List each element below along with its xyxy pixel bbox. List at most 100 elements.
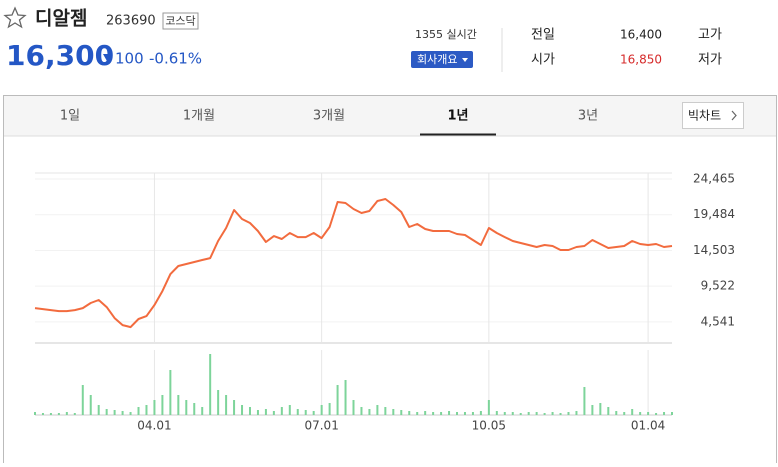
- volume-bar: [312, 411, 315, 415]
- volume-bar: [575, 411, 578, 415]
- volume-bar: [49, 413, 52, 415]
- tab[interactable]: 3개월: [313, 109, 345, 124]
- volume-bar: [535, 412, 538, 415]
- volume-bar: [233, 400, 236, 415]
- chart-panel: [3, 95, 777, 467]
- volume-bar: [288, 405, 291, 415]
- market-label: 코스닥: [165, 15, 195, 28]
- volume-bar: [615, 411, 618, 415]
- summary-label: 시가: [531, 53, 555, 68]
- volume-bar: [320, 405, 323, 415]
- volume-bar: [81, 385, 84, 415]
- volume-bar: [89, 395, 92, 415]
- volume-bar: [463, 412, 466, 415]
- volume-bar: [296, 409, 299, 415]
- volume-bar: [432, 412, 435, 415]
- volume-bar: [495, 411, 498, 415]
- volume-bar: [73, 413, 76, 415]
- x-tick-label: 04.01: [137, 419, 171, 433]
- volume-bar: [137, 407, 140, 415]
- market-badge: [162, 12, 199, 30]
- volume-bar: [41, 413, 44, 415]
- company-button[interactable]: [411, 51, 473, 68]
- volume-bar: [623, 412, 626, 415]
- volume-bar: [153, 400, 156, 415]
- volume-bar: [392, 409, 395, 415]
- volume-bar: [248, 407, 251, 415]
- y-tick-label: 4,541: [701, 314, 735, 328]
- volume-bar: [655, 413, 658, 415]
- volume-bar: [272, 411, 275, 415]
- volume-bar: [65, 412, 68, 415]
- tab-bar: [4, 96, 776, 136]
- volume-bar: [34, 412, 36, 415]
- big-chart-button[interactable]: [682, 102, 744, 129]
- volume-bar: [503, 412, 506, 415]
- volume-bar: [97, 405, 100, 415]
- summary-label: 전일: [531, 28, 555, 43]
- volume-bar: [376, 405, 379, 415]
- volume-bar: [567, 412, 570, 415]
- volume-bar: [169, 370, 172, 415]
- volume-bar: [241, 405, 244, 415]
- volume-bar: [424, 411, 427, 415]
- volume-bar: [471, 412, 474, 415]
- summary-label: 고가: [698, 28, 722, 43]
- stock-code: 263690: [106, 14, 156, 29]
- x-tick-label: 07.01: [304, 419, 338, 433]
- favorite-star[interactable]: [3, 6, 27, 29]
- volume-bar: [416, 412, 419, 415]
- volume-bar: [487, 400, 490, 415]
- down-arrow: [103, 54, 112, 62]
- volume-bar: [336, 385, 339, 415]
- volume-bar: [519, 413, 522, 415]
- volume-bar: [559, 413, 562, 415]
- volume-bar: [177, 395, 180, 415]
- volume-bar: [631, 409, 634, 415]
- volume-bar: [448, 411, 451, 415]
- company-button-label: 회사개요: [417, 53, 457, 66]
- tab[interactable]: 1년: [447, 109, 468, 124]
- change-rate: -0.61%: [149, 50, 202, 68]
- volume-bar: [161, 395, 164, 415]
- volume-bar: [328, 403, 331, 415]
- summary-value: 16,400: [620, 28, 662, 42]
- summary-label: 저가: [698, 53, 722, 68]
- volume-bar: [57, 413, 60, 415]
- summary-value: 16,850: [620, 53, 662, 67]
- y-tick-label: 14,503: [693, 243, 735, 257]
- tab[interactable]: 3년: [578, 109, 598, 124]
- volume-bar: [217, 390, 220, 415]
- volume-bar: [344, 380, 347, 415]
- volume-bar: [201, 407, 204, 415]
- volume-bar: [185, 400, 188, 415]
- volume-bar: [639, 412, 642, 415]
- volume-bar: [583, 387, 586, 415]
- price-line: [34, 198, 673, 329]
- volume-bar: [209, 354, 212, 415]
- volume-bar: [368, 409, 371, 415]
- volume-bar: [360, 407, 363, 415]
- x-tick-label: 01.04: [631, 419, 665, 433]
- tab[interactable]: 1개월: [183, 109, 215, 124]
- volume-bar: [647, 412, 650, 415]
- x-tick-label: 10.05: [472, 419, 506, 433]
- volume-bar: [193, 403, 196, 415]
- volume-bar: [408, 411, 411, 415]
- volume-bar: [304, 410, 307, 415]
- volume-bar: [663, 412, 666, 415]
- volume-bar: [456, 412, 459, 415]
- tab[interactable]: 1일: [60, 109, 80, 124]
- volume-bar: [671, 412, 673, 415]
- y-tick-label: 9,522: [701, 279, 735, 293]
- volume-bar: [607, 407, 610, 415]
- y-tick-label: 24,465: [693, 171, 735, 185]
- volume-bar: [400, 410, 403, 415]
- volume-bar: [121, 411, 124, 415]
- change: 100: [115, 50, 144, 68]
- volume-bar: [543, 413, 546, 415]
- big-chart-label: 빅차트: [688, 109, 721, 123]
- volume-bar: [551, 412, 554, 415]
- stock-name: 디알젬: [35, 8, 87, 30]
